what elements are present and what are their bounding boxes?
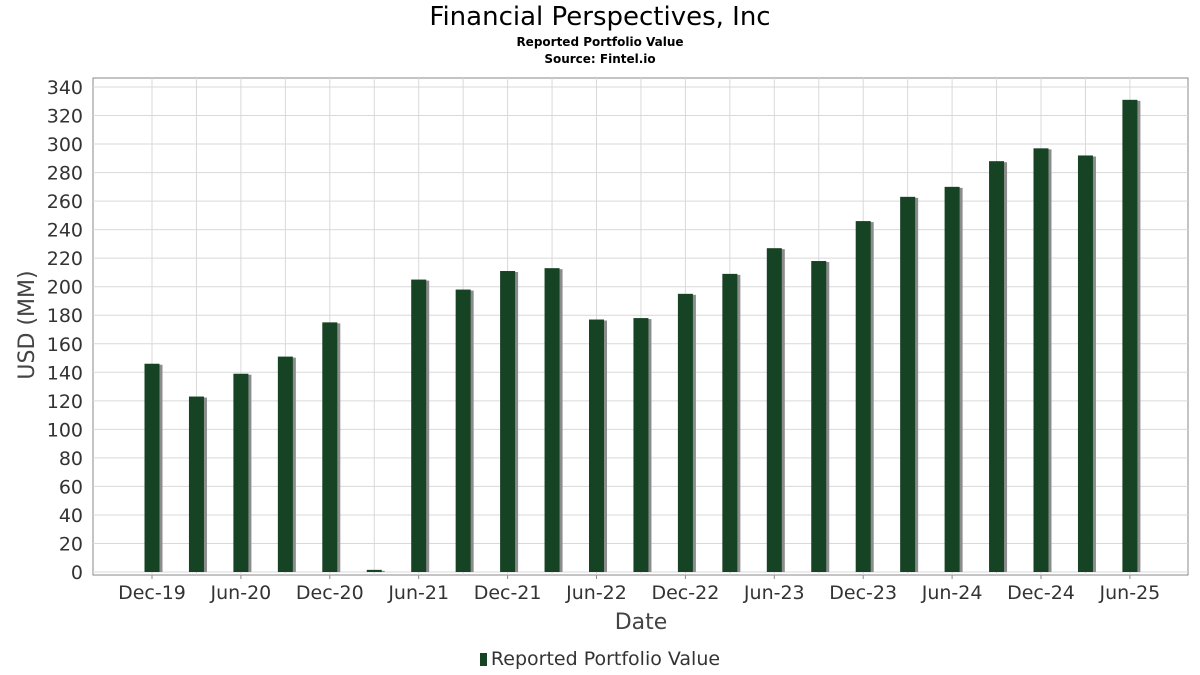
x-tick-label: Jun-24 [921,582,983,604]
bar [855,221,871,572]
y-axis-ticks: 0 20 40 60 80 100 120 140 160 180 200 220 240 260 280 3… [47,77,83,584]
y-tick-label: 120 [47,391,83,413]
x-tick-label: Jun-23 [743,582,805,604]
bar [944,186,960,572]
bar [455,289,471,572]
y-tick-label: 60 [59,476,83,498]
bar [188,396,204,572]
y-tick-label: 320 [47,106,83,128]
x-tick-label: Dec-24 [1007,582,1075,604]
bar [144,363,160,572]
x-axis-ticks: Dec-19 Jun-20 Dec-20 Jun-21 Dec-21 Jun-22 Dec-… [118,575,1160,604]
bar [633,318,649,572]
bar [722,273,738,572]
bar [411,279,427,572]
bar [900,196,916,572]
y-tick-label: 40 [59,505,83,527]
y-tick-label: 260 [47,191,83,213]
x-axis-title: Date [615,610,668,635]
x-tick-label: Dec-21 [474,582,542,604]
y-tick-label: 180 [47,305,83,327]
y-tick-label: 280 [47,163,83,185]
bar [366,569,382,572]
legend-label: Reported Portfolio Value [490,648,721,670]
y-tick-label: 140 [47,362,83,384]
bar [322,322,338,572]
y-tick-label: 200 [47,277,83,299]
x-tick-label: Jun-20 [210,582,272,604]
chart-subtitle: Reported Portfolio Value [516,35,684,49]
legend-swatch [479,653,487,666]
bars [144,99,1141,573]
y-tick-label: 100 [47,419,83,441]
legend: Reported Portfolio Value [0,648,1200,670]
x-tick-label: Dec-19 [118,582,186,604]
bar [1077,155,1093,572]
bar [589,319,604,572]
y-tick-label: 300 [47,134,83,156]
y-tick-label: 340 [47,77,83,99]
bar [811,261,827,572]
bar [989,161,1005,573]
x-tick-label: Dec-20 [296,582,364,604]
y-tick-label: 0 [71,562,83,584]
bar [677,293,693,572]
bar [766,248,782,573]
bar [277,356,293,572]
y-tick-label: 220 [47,248,83,270]
bar [544,268,560,572]
bar [1033,148,1049,572]
bar [1122,99,1138,573]
x-tick-label: Jun-21 [387,582,449,604]
y-axis-title: USD (MM) [15,270,40,379]
bar [500,271,516,572]
y-tick-label: 160 [47,334,83,356]
y-tick-label: 80 [59,448,83,470]
x-tick-label: Dec-23 [829,582,897,604]
bar [233,373,249,572]
x-tick-label: Jun-25 [1099,582,1161,604]
x-tick-label: Jun-22 [565,582,627,604]
y-tick-label: 20 [59,533,83,555]
chart-source: Source: Fintel.io [544,52,656,66]
x-tick-label: Dec-22 [651,582,719,604]
chart-title: Financial Perspectives, Inc [429,2,771,32]
y-tick-label: 240 [47,220,83,242]
